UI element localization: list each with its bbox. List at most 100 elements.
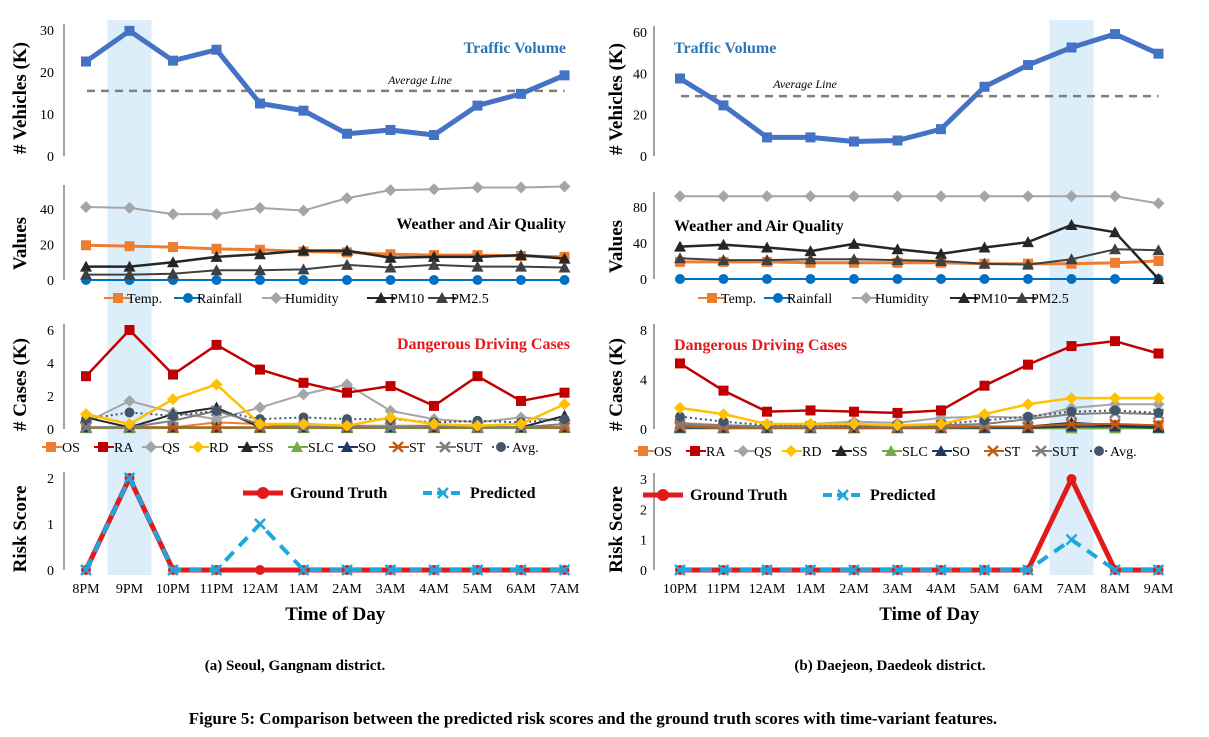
legend-swatch-marker <box>341 441 353 452</box>
cases-legend-item: SS <box>238 441 274 456</box>
traffic-point <box>385 124 396 135</box>
cases-title: Dangerous Driving Cases <box>674 337 847 354</box>
weather-rainfall-point <box>892 274 903 284</box>
weather-humidity-point <box>935 190 947 203</box>
weather-y-tick-label: 0 <box>640 273 647 288</box>
cases-rd-line <box>679 396 1159 427</box>
cases-legend-item: ST <box>984 445 1021 460</box>
weather-pm10-point <box>341 244 353 256</box>
x-tick-label: 7AM <box>550 582 580 597</box>
weather-pm2-5-point <box>428 258 440 270</box>
cases-rd-point <box>210 378 223 391</box>
weather-humidity-point <box>848 190 860 203</box>
weather-temp-point <box>211 243 222 254</box>
traffic-point <box>1066 42 1077 53</box>
x-tick-label: 7AM <box>1057 582 1087 597</box>
legend-swatch-marker <box>183 293 193 303</box>
cases-ra-point <box>472 371 483 382</box>
weather-rainfall-point <box>472 275 483 285</box>
weather-pm2-5-point <box>558 261 571 273</box>
legend-predicted-marker-stroke-b <box>437 487 449 499</box>
cases-legend-item: QS <box>734 445 772 460</box>
traffic-point <box>675 73 685 84</box>
weather-humidity-point <box>1109 190 1121 203</box>
weather-legend-label: Humidity <box>875 292 929 307</box>
weather-rainfall-point <box>1066 274 1077 284</box>
cases-st-point-stroke-b <box>1065 418 1078 430</box>
weather-pm2-5-line <box>86 263 565 276</box>
weather-rainfall-point <box>762 274 772 284</box>
weather-y-tick-label: 20 <box>40 238 54 253</box>
cases-legend-item: SUT <box>1032 445 1079 460</box>
traffic-y-tick-label: 0 <box>47 150 54 165</box>
legend-swatch-marker <box>773 293 783 303</box>
x-tick-label: 12AM <box>242 582 279 597</box>
legend-swatch-marker <box>291 441 303 452</box>
predicted-point-stroke-b <box>891 564 904 576</box>
ground-truth-point <box>1066 474 1077 484</box>
cases-legend-item: SO <box>932 445 970 460</box>
weather-humidity-point <box>558 180 571 193</box>
legend-swatch-marker <box>496 442 506 452</box>
cases-series-rd <box>80 378 571 432</box>
cases-legend-item: QS <box>142 441 180 456</box>
weather-legend-label: Rainfall <box>787 292 832 307</box>
cases-legend-label: RA <box>706 445 726 460</box>
legend-predicted-marker <box>837 489 849 501</box>
weather-series-pm2-5 <box>674 243 1165 270</box>
weather-pm2-5-line <box>679 248 1159 266</box>
legend-swatch-marker <box>707 293 717 303</box>
cases-sut-point <box>384 421 397 434</box>
cases-y-tick-label: 6 <box>47 324 54 339</box>
predicted-point-stroke-b <box>804 564 817 576</box>
weather-y-tick-label: 0 <box>47 274 54 289</box>
cases-y-tick-label: 4 <box>640 374 647 389</box>
cases-avg-point <box>1153 407 1164 418</box>
predicted-point-stroke-b <box>717 564 730 576</box>
legend-swatch-marker <box>1094 446 1104 456</box>
cases-rd-point <box>167 393 179 406</box>
legend-swatch-marker <box>737 445 749 457</box>
predicted-point <box>80 564 92 576</box>
risk-legend: Ground Truth Predicted <box>243 485 536 502</box>
cases-ra-point <box>211 339 222 350</box>
cases-series-rd <box>674 392 1165 432</box>
cases-rd-point <box>471 419 484 432</box>
predicted-line <box>84 476 565 572</box>
cases-qs-line <box>85 383 565 424</box>
cases-ra-point <box>849 406 859 417</box>
legend-swatch-marker <box>785 445 797 457</box>
weather-humidity-point <box>717 190 730 203</box>
cases-rd-point <box>935 418 947 431</box>
weather-temp-point <box>1153 256 1164 266</box>
weather-rainfall-point <box>385 275 396 285</box>
risk-y-tick-label: 0 <box>640 564 647 579</box>
weather-pm2-5-point <box>761 254 773 266</box>
weather-legend-label: PM10 <box>390 292 424 307</box>
traffic-y-tick-label: 20 <box>40 66 54 81</box>
cases-qs-point <box>1152 398 1165 411</box>
predicted-point-stroke-b <box>515 564 527 576</box>
cases-qs-point <box>210 413 223 426</box>
cases-rd-point <box>341 419 353 432</box>
figure-caption: Figure 5: Comparison between the predict… <box>189 709 997 728</box>
legend-swatch-marker-stroke-b <box>987 445 999 457</box>
cases-ra-point <box>762 406 772 417</box>
cases-rd-point <box>428 418 440 431</box>
risk-y-label: Risk Score <box>606 486 627 573</box>
predicted-point-stroke-b <box>297 564 310 576</box>
cases-sut-point-stroke-b <box>384 421 397 434</box>
weather-pm2-5-point <box>848 253 860 265</box>
cases-sut-point <box>80 421 92 434</box>
cases-ra-point <box>385 381 396 392</box>
weather-pm2-5-point <box>978 257 991 269</box>
weather-pm10-point <box>1152 273 1165 284</box>
cases-legend-item: SO <box>338 441 376 456</box>
legend-swatch-marker-stroke-b <box>439 441 451 453</box>
traffic-line <box>678 31 1160 145</box>
traffic-point <box>1110 29 1120 40</box>
legend-swatch-marker <box>375 292 387 303</box>
cases-legend-item: SUT <box>436 441 483 456</box>
cases-ra-point <box>892 407 903 418</box>
cases-rd-point <box>1109 392 1121 405</box>
